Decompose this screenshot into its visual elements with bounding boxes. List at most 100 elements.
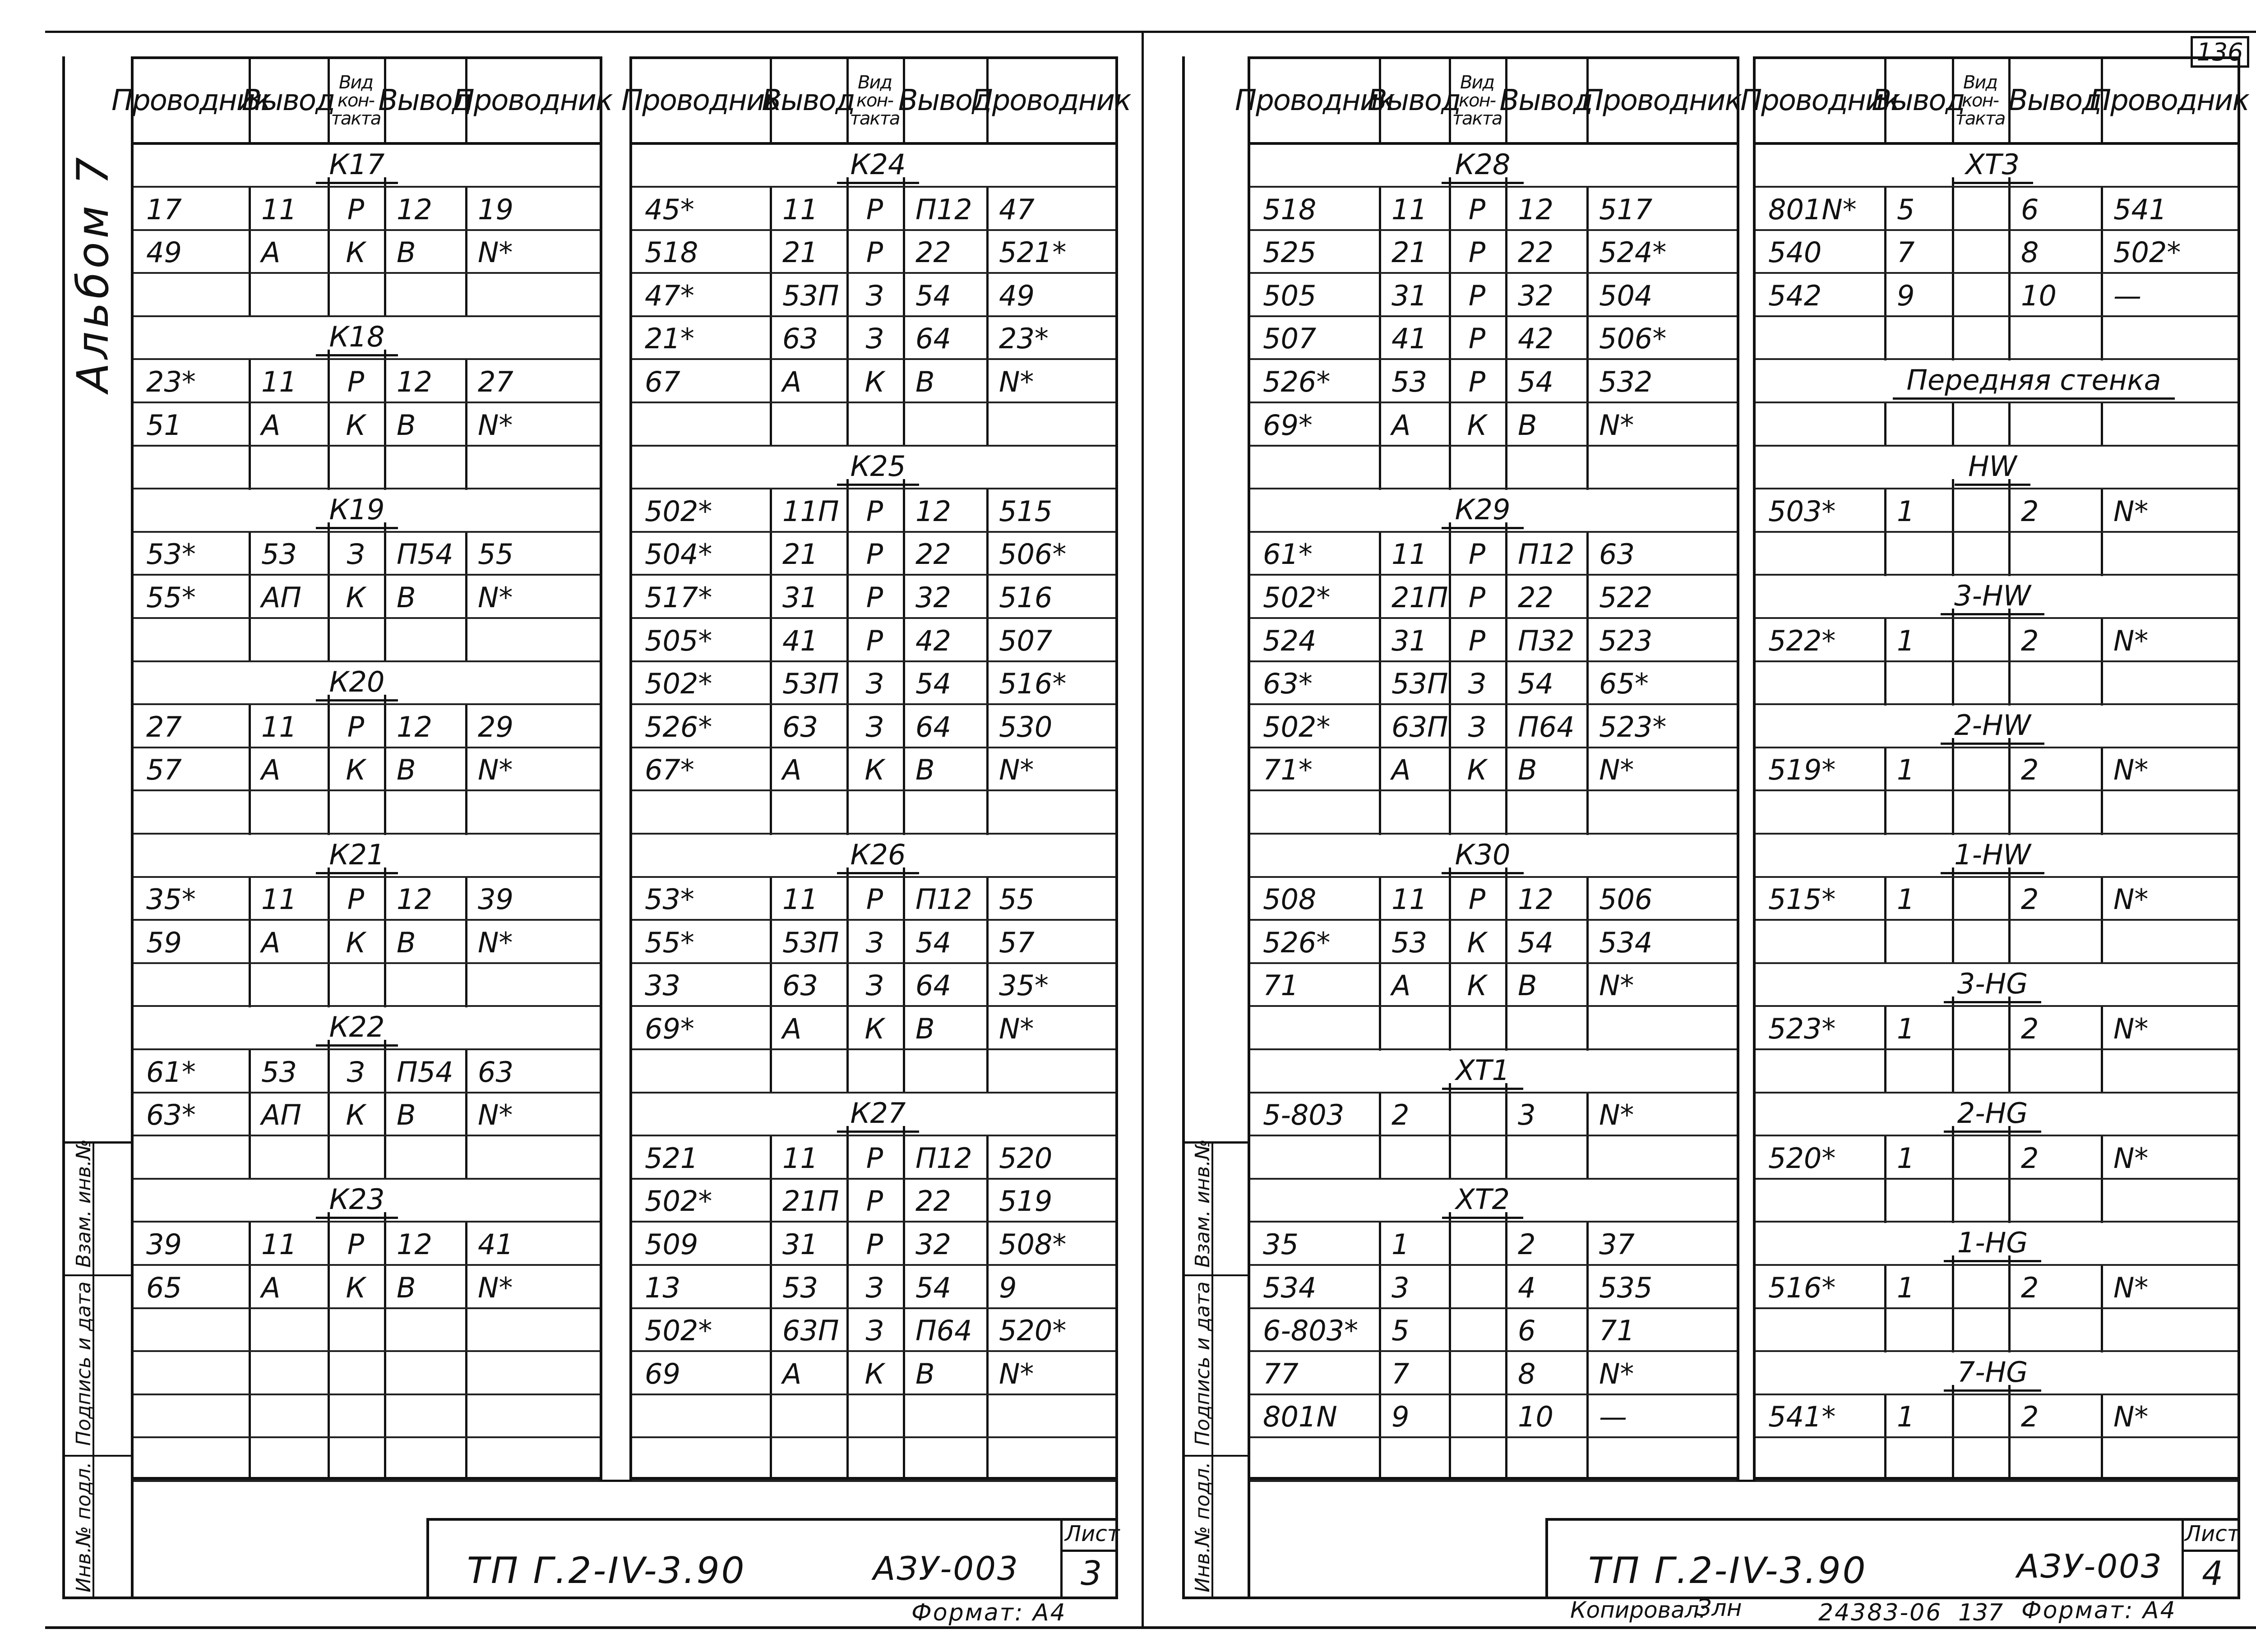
cell-contact-type: Р	[347, 1228, 365, 1261]
cell-conductor-to: 524*	[1599, 236, 1667, 269]
cell-conductor-from: 67*	[645, 753, 694, 787]
cell-contact-type	[328, 274, 384, 317]
cell-terminal-to: 54	[1518, 926, 1553, 959]
contact-column-edge	[384, 695, 386, 706]
cell-contact-type: Р	[347, 193, 365, 226]
cell-terminal-from: А	[261, 926, 281, 959]
connection-table-1: Проводник Вывод Вид кон-такта Вывод Проводник…	[111, 56, 613, 1481]
cell-contact-type: Р	[1468, 883, 1486, 916]
contact-column-edge	[1952, 867, 1954, 878]
contact-column-edge	[903, 867, 905, 878]
header-contact-type-line: такта	[1955, 108, 2006, 129]
cell-terminal-to: 54	[1518, 365, 1553, 398]
table-row	[1756, 1180, 2238, 1223]
cell-terminal-to	[2008, 921, 2101, 964]
header-contact-type-line: кон-	[1961, 90, 1999, 111]
contact-column-edge	[384, 867, 386, 878]
right-side-strip	[1182, 1141, 1248, 1599]
cell-conductor-from	[134, 1395, 249, 1438]
cell-terminal-from	[249, 1395, 328, 1438]
contact-column-edge	[1952, 1255, 1954, 1266]
row-rule	[1250, 488, 1737, 490]
cell-terminal-from: А	[782, 1357, 802, 1390]
table-row: 67* А К В N*	[632, 748, 1115, 792]
group-row: К24	[632, 145, 1115, 188]
row-rule	[632, 488, 1115, 490]
table-row: 522* 1 2 N*	[1756, 619, 2238, 662]
row-rule	[632, 617, 1115, 619]
cell-terminal-to: П12	[915, 1141, 972, 1175]
cell-conductor-from	[1756, 1439, 1884, 1481]
cell-terminal-to	[2008, 1051, 2101, 1094]
row-rule	[134, 358, 600, 360]
table-row: 17 11 Р 12 19	[134, 188, 600, 231]
table-row: 523* 1 2 N*	[1756, 1007, 2238, 1050]
cell-contact-type	[1952, 1051, 2008, 1094]
cell-conductor-from: 23*	[146, 365, 196, 398]
column-divider	[1449, 59, 1451, 1477]
row-rule	[1250, 1480, 1737, 1481]
cell-terminal-to: В	[915, 1012, 935, 1045]
cell-contact-type: К	[346, 1098, 366, 1132]
cell-contact-type	[1449, 792, 1505, 835]
cell-terminal-from	[1884, 404, 1952, 447]
cell-terminal-to	[2008, 533, 2101, 576]
cell-conductor-to: 35*	[999, 969, 1049, 1002]
right-inv-podl-label: Инв.№ подл.	[1191, 1462, 1214, 1592]
table-row: 502* 53П З 54 516*	[632, 662, 1115, 706]
header-terminal: Вывод	[898, 84, 992, 117]
table-row	[632, 792, 1115, 835]
group-label: ХТ1	[1379, 1051, 1586, 1094]
cell-terminal-to: 2	[2021, 1012, 2039, 1045]
cell-conductor-to	[2101, 404, 2238, 447]
cell-terminal-from: 11	[1392, 193, 1427, 226]
row-rule	[1756, 1393, 2238, 1395]
cell-conductor-to: 27	[478, 365, 513, 398]
cell-contact-type: К	[1467, 753, 1487, 787]
group-row: ХТ1	[1250, 1050, 1737, 1094]
header-terminal: Вывод	[1872, 84, 1965, 117]
cell-contact-type	[1952, 490, 2008, 533]
table-row	[632, 1395, 1115, 1439]
cell-terminal-to: 6	[1518, 1314, 1536, 1347]
row-rule	[1250, 1135, 1737, 1137]
cell-conductor-from	[1756, 1051, 1884, 1094]
cell-conductor-from: 801N	[1263, 1400, 1337, 1434]
cell-terminal-from: 9	[1897, 279, 1915, 312]
left-title-stamp	[426, 1518, 1118, 1599]
cell-conductor-from	[1250, 1439, 1379, 1481]
table-row: 5-803 2 3 N*	[1250, 1094, 1737, 1137]
cell-contact-type: Р	[866, 624, 883, 657]
cell-contact-type: Р	[1468, 365, 1486, 398]
cell-terminal-from	[1884, 662, 1952, 705]
contact-column-edge	[1952, 997, 1954, 1007]
header-terminal: Вывод	[241, 84, 336, 117]
cell-terminal-from	[249, 1137, 328, 1180]
cell-contact-type	[846, 1051, 903, 1094]
cell-conductor-from	[1756, 662, 1884, 705]
contact-column-edge	[328, 867, 330, 878]
cell-terminal-to: В	[915, 365, 935, 398]
group-row: К23	[134, 1180, 600, 1223]
cell-terminal-from: 31	[1392, 279, 1427, 312]
column-divider	[465, 59, 467, 1477]
left-stamp-format: Формат: А4	[911, 1599, 1067, 1626]
cell-terminal-to: 6	[2021, 193, 2039, 226]
table-row	[1250, 1137, 1737, 1180]
cell-terminal-to: 42	[1518, 322, 1553, 355]
right-stamp-copied: Копировал:	[1570, 1597, 1707, 1623]
cell-contact-type: З	[865, 1314, 884, 1347]
cell-contact-type: К	[864, 1357, 885, 1390]
right-stamp-number: 24383-06	[1818, 1599, 1942, 1626]
row-rule	[1756, 444, 2238, 447]
cell-conductor-to	[2101, 317, 2238, 360]
row-rule	[632, 660, 1115, 662]
group-label: К27	[770, 1094, 986, 1136]
cell-contact-type: З	[865, 322, 884, 355]
group-label: К20	[249, 662, 465, 705]
table-row	[134, 274, 600, 317]
cell-contact-type: Р	[1468, 624, 1486, 657]
cell-contact-type	[1449, 1223, 1505, 1266]
cell-terminal-to	[1505, 1439, 1586, 1481]
row-rule	[632, 1307, 1115, 1309]
